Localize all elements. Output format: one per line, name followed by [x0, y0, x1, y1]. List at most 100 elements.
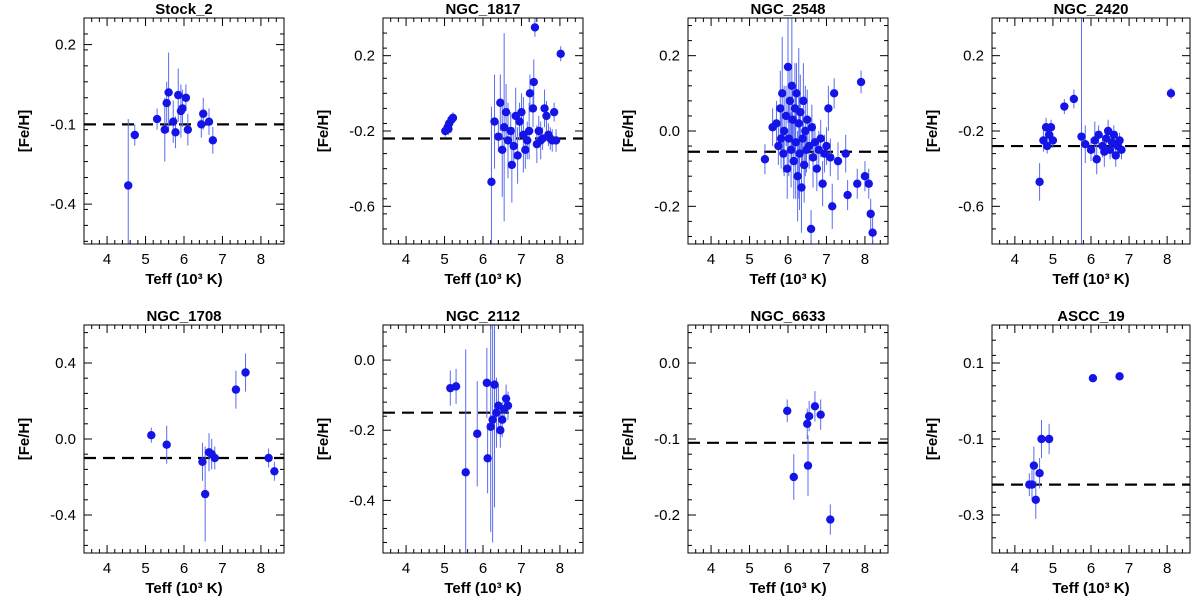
data-point — [1115, 136, 1124, 145]
x-tick-label: 6 — [784, 560, 792, 577]
data-point — [529, 77, 538, 87]
data-point — [487, 177, 496, 187]
y-tick-label: 0.2 — [659, 48, 680, 65]
x-tick-label: 8 — [556, 560, 564, 577]
data-point — [461, 468, 470, 477]
y-axis-label: [Fe/H] — [924, 110, 941, 153]
data-point — [200, 489, 210, 499]
y-tick-label: -0.2 — [958, 123, 984, 140]
x-tick-label: 4 — [103, 251, 111, 268]
data-point — [517, 107, 526, 117]
data-layer — [992, 18, 1190, 244]
x-tick-label: 7 — [1125, 251, 1133, 268]
data-point — [804, 412, 814, 421]
data-point — [829, 89, 839, 98]
data-point — [482, 378, 492, 388]
data-point — [490, 117, 499, 126]
x-tick-label: 5 — [141, 560, 149, 577]
x-tick-label: 8 — [1163, 560, 1171, 577]
y-tick-label: -0.6 — [958, 198, 984, 215]
x-tick-label: 8 — [861, 560, 869, 577]
data-point — [183, 125, 193, 134]
data-point — [788, 115, 797, 124]
panel-2: NGC_2548 [Fe/H] Teff (10³ K) 4 5 6 7 8 0.2 0.0 -0.… — [620, 1, 889, 288]
data-point — [783, 406, 792, 416]
panel-frame — [991, 17, 1191, 245]
data-point — [866, 209, 875, 219]
data-point — [789, 472, 798, 482]
x-tick-label: 6 — [784, 251, 792, 268]
x-tick-label: 8 — [1163, 251, 1171, 268]
x-tick-label: 5 — [1049, 251, 1057, 268]
x-tick-label: 7 — [517, 251, 525, 268]
x-tick-label: 8 — [257, 251, 265, 268]
data-point — [130, 130, 139, 140]
data-point — [503, 136, 513, 145]
y-axis-label: [Fe/H] — [620, 418, 637, 461]
data-point — [542, 111, 551, 121]
panel-1: NGC_1817 [Fe/H] Teff (10³ K) 4 5 6 7 8 0.2 -0.2 -0… — [315, 1, 584, 288]
data-point — [1111, 151, 1120, 160]
data-point — [1031, 495, 1040, 504]
data-point — [1086, 145, 1096, 155]
data-point — [164, 88, 173, 97]
data-point — [828, 202, 837, 211]
data-point — [241, 368, 250, 377]
data-point — [798, 134, 807, 143]
data-point — [160, 125, 169, 134]
data-point — [776, 134, 786, 143]
panel-frame — [83, 324, 285, 554]
data-point — [1069, 94, 1079, 104]
data-point — [797, 183, 806, 192]
x-tick-label: 7 — [218, 560, 226, 577]
data-point — [779, 149, 788, 158]
y-tick-label: -0.1 — [654, 431, 680, 448]
data-point — [448, 113, 458, 123]
data-point — [496, 426, 505, 435]
data-point — [549, 107, 559, 117]
data-point — [198, 457, 207, 466]
data-point — [795, 149, 804, 158]
data-point — [1105, 145, 1115, 155]
data-point — [498, 415, 507, 424]
data-layer — [84, 52, 284, 244]
x-tick-label: 4 — [707, 560, 715, 577]
data-point — [1044, 434, 1054, 444]
data-point — [492, 408, 501, 417]
y-tick-label: -0.4 — [50, 196, 76, 213]
data-point — [169, 117, 178, 126]
data-point — [486, 422, 495, 431]
data-point — [1094, 130, 1103, 139]
y-tick-label: -0.1 — [50, 116, 76, 133]
data-point — [807, 123, 817, 132]
x-axis-label: Teff (10³ K) — [145, 271, 222, 288]
x-tick-label: 6 — [1087, 251, 1095, 268]
data-point — [147, 431, 156, 440]
data-point — [473, 429, 482, 438]
y-axis-label: [Fe/H] — [620, 110, 637, 153]
data-point — [528, 104, 538, 113]
data-point — [270, 467, 279, 476]
data-point — [778, 89, 787, 98]
data-point — [784, 134, 793, 143]
data-point — [799, 96, 808, 106]
x-tick-label: 4 — [1011, 251, 1019, 268]
data-layer — [688, 18, 888, 244]
data-point — [1060, 102, 1069, 111]
x-tick-label: 7 — [1125, 560, 1133, 577]
data-point — [843, 190, 852, 200]
data-point — [1037, 434, 1046, 444]
x-tick-label: 8 — [861, 251, 869, 268]
x-tick-label: 7 — [822, 251, 830, 268]
data-point — [521, 145, 530, 155]
x-tick-label: 4 — [103, 560, 111, 577]
data-point — [513, 151, 522, 160]
data-point — [483, 454, 492, 463]
data-point — [534, 126, 543, 136]
data-point — [808, 153, 818, 162]
data-point — [803, 115, 812, 124]
data-point — [503, 401, 513, 410]
x-tick-label: 5 — [745, 560, 753, 577]
data-point — [785, 96, 795, 106]
data-point — [490, 380, 499, 389]
